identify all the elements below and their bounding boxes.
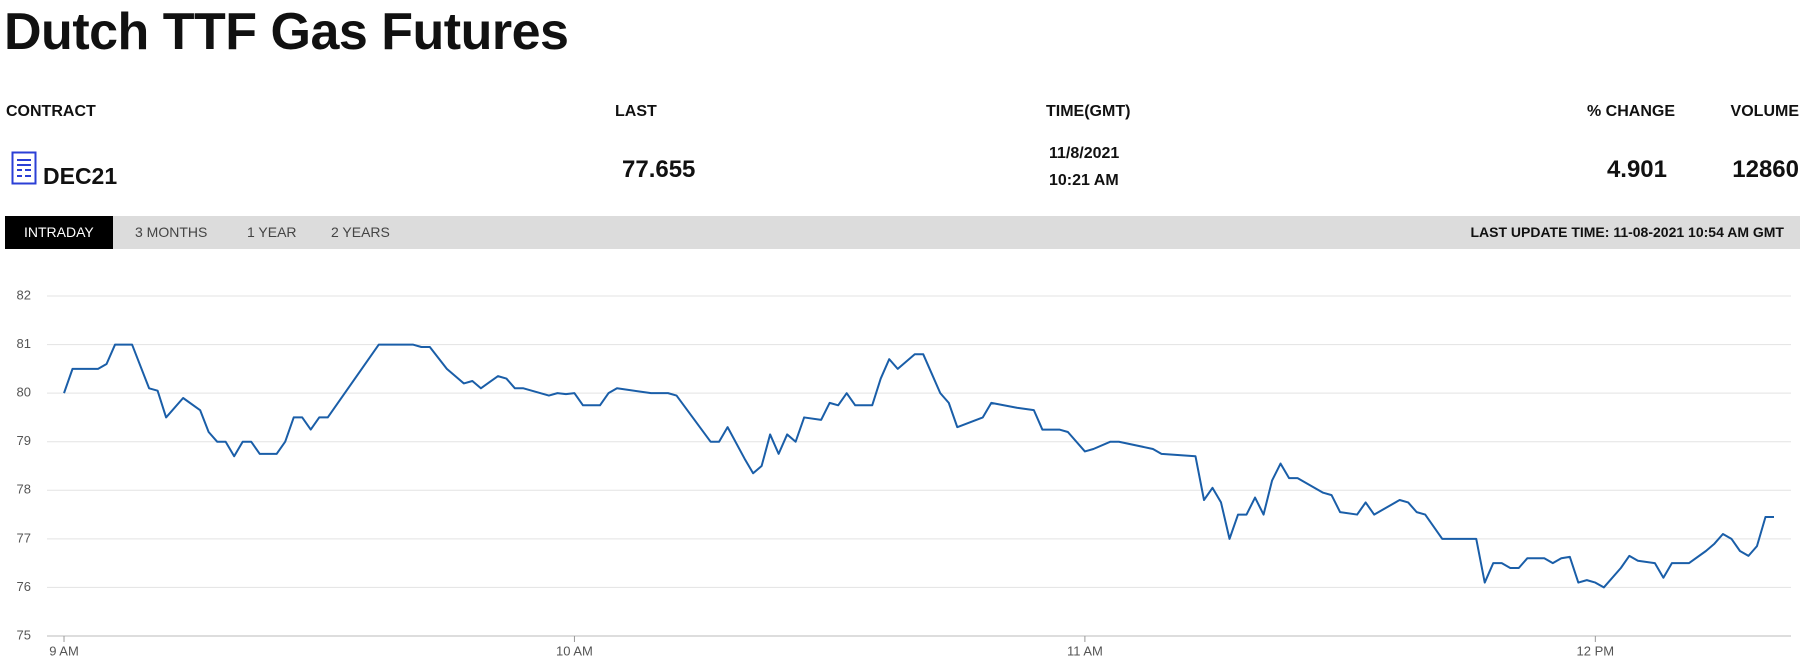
y-tick-label: 78 (17, 482, 31, 497)
y-tick-label: 80 (17, 385, 31, 400)
tab-bar: INTRADAY 3 MONTHS 1 YEAR 2 YEARS LAST UP… (5, 216, 1800, 249)
y-tick-label: 81 (17, 336, 31, 351)
contract-icon (11, 151, 37, 185)
y-tick-label: 76 (17, 579, 31, 594)
column-header: TIME(GMT) (1046, 103, 1131, 120)
price-line (63, 343, 1774, 589)
tab[interactable]: 1 YEAR (247, 224, 297, 240)
x-tick-label: 9 AM (49, 643, 79, 658)
y-tick-label: 75 (17, 627, 31, 642)
x-tick-label: 11 AM (1067, 643, 1103, 658)
time: 10:21 AM (1049, 172, 1119, 189)
percent-change: 4.901 (1606, 156, 1667, 183)
x-tick-label: 12 PM (1577, 643, 1615, 658)
column-header: CONTRACT (6, 103, 96, 120)
contract: DEC21 (43, 163, 118, 189)
x-tick-label: 10 AM (556, 643, 593, 658)
chart: 75 76 77 78 79 80 81 82 9 AM 10 AM 11 AM 12 PM (17, 287, 1791, 658)
volume: 12860 (1732, 156, 1799, 183)
tab[interactable]: INTRADAY (5, 216, 113, 249)
last-update: LAST UPDATE TIME: 11-08-2021 10:54 AM GM… (1470, 224, 1784, 240)
y-tick-label: 77 (17, 530, 31, 545)
tab[interactable]: 2 YEARS (331, 224, 390, 240)
y-tick-label: 79 (17, 433, 31, 448)
date: 11/8/2021 (1049, 145, 1120, 162)
column-header: LAST (615, 103, 657, 120)
column-header: % CHANGE (1586, 103, 1675, 120)
last-price: 77.655 (622, 156, 696, 183)
column-header: VOLUME (1730, 103, 1799, 120)
y-tick-label: 82 (17, 287, 31, 302)
tab[interactable]: 3 MONTHS (135, 224, 208, 240)
page-title: Dutch TTF Gas Futures (4, 3, 569, 61)
